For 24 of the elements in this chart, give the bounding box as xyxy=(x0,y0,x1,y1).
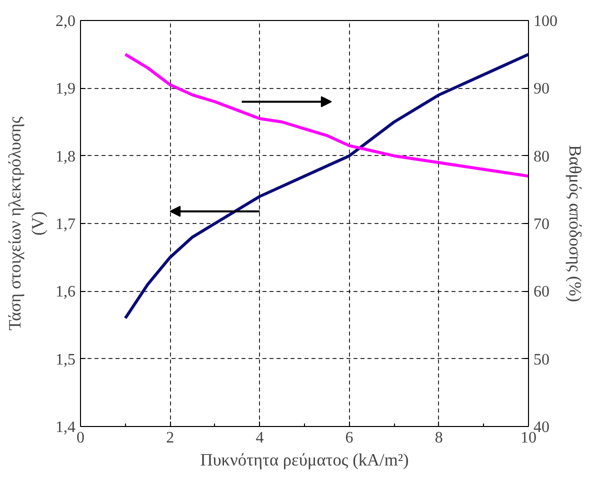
y-tick-label: 1,6 xyxy=(56,284,76,301)
y-tick-label: 1,7 xyxy=(56,216,76,233)
line-series xyxy=(124,52,528,320)
x-tick-label: 10 xyxy=(520,430,536,446)
y2-tick-label: 60 xyxy=(534,284,550,301)
y-tick-label: 1,4 xyxy=(56,419,76,436)
x-tick-label: 8 xyxy=(434,430,443,446)
y-axis-title: Τάση στοιχείων ηλεκτρόλυσης (V) xyxy=(6,116,48,330)
y-tick-label: 2,0 xyxy=(56,13,76,30)
y2-tick-label: 100 xyxy=(534,13,558,30)
y2-tick-label: 70 xyxy=(534,216,550,233)
x-tick-label: 6 xyxy=(345,430,354,446)
x-tick-label: 2 xyxy=(166,430,174,446)
y2-axis-title: Βαθμός απόδοσης (%) xyxy=(566,145,584,302)
y2-tick-label: 80 xyxy=(534,148,550,166)
x-axis-title: Πυκνότητα ρεύματος (kA/m²) xyxy=(200,450,410,470)
y-tick-label: 1,8 xyxy=(56,148,76,166)
line-series xyxy=(124,52,528,178)
x-tick-label: 0 xyxy=(76,430,84,446)
y-tick-label: 1,9 xyxy=(56,80,76,98)
x-tick-label: 4 xyxy=(256,430,264,446)
y2-tick-label: 50 xyxy=(534,351,550,368)
y2-tick-label: 90 xyxy=(534,80,550,98)
y-tick-label: 1,5 xyxy=(56,351,76,368)
